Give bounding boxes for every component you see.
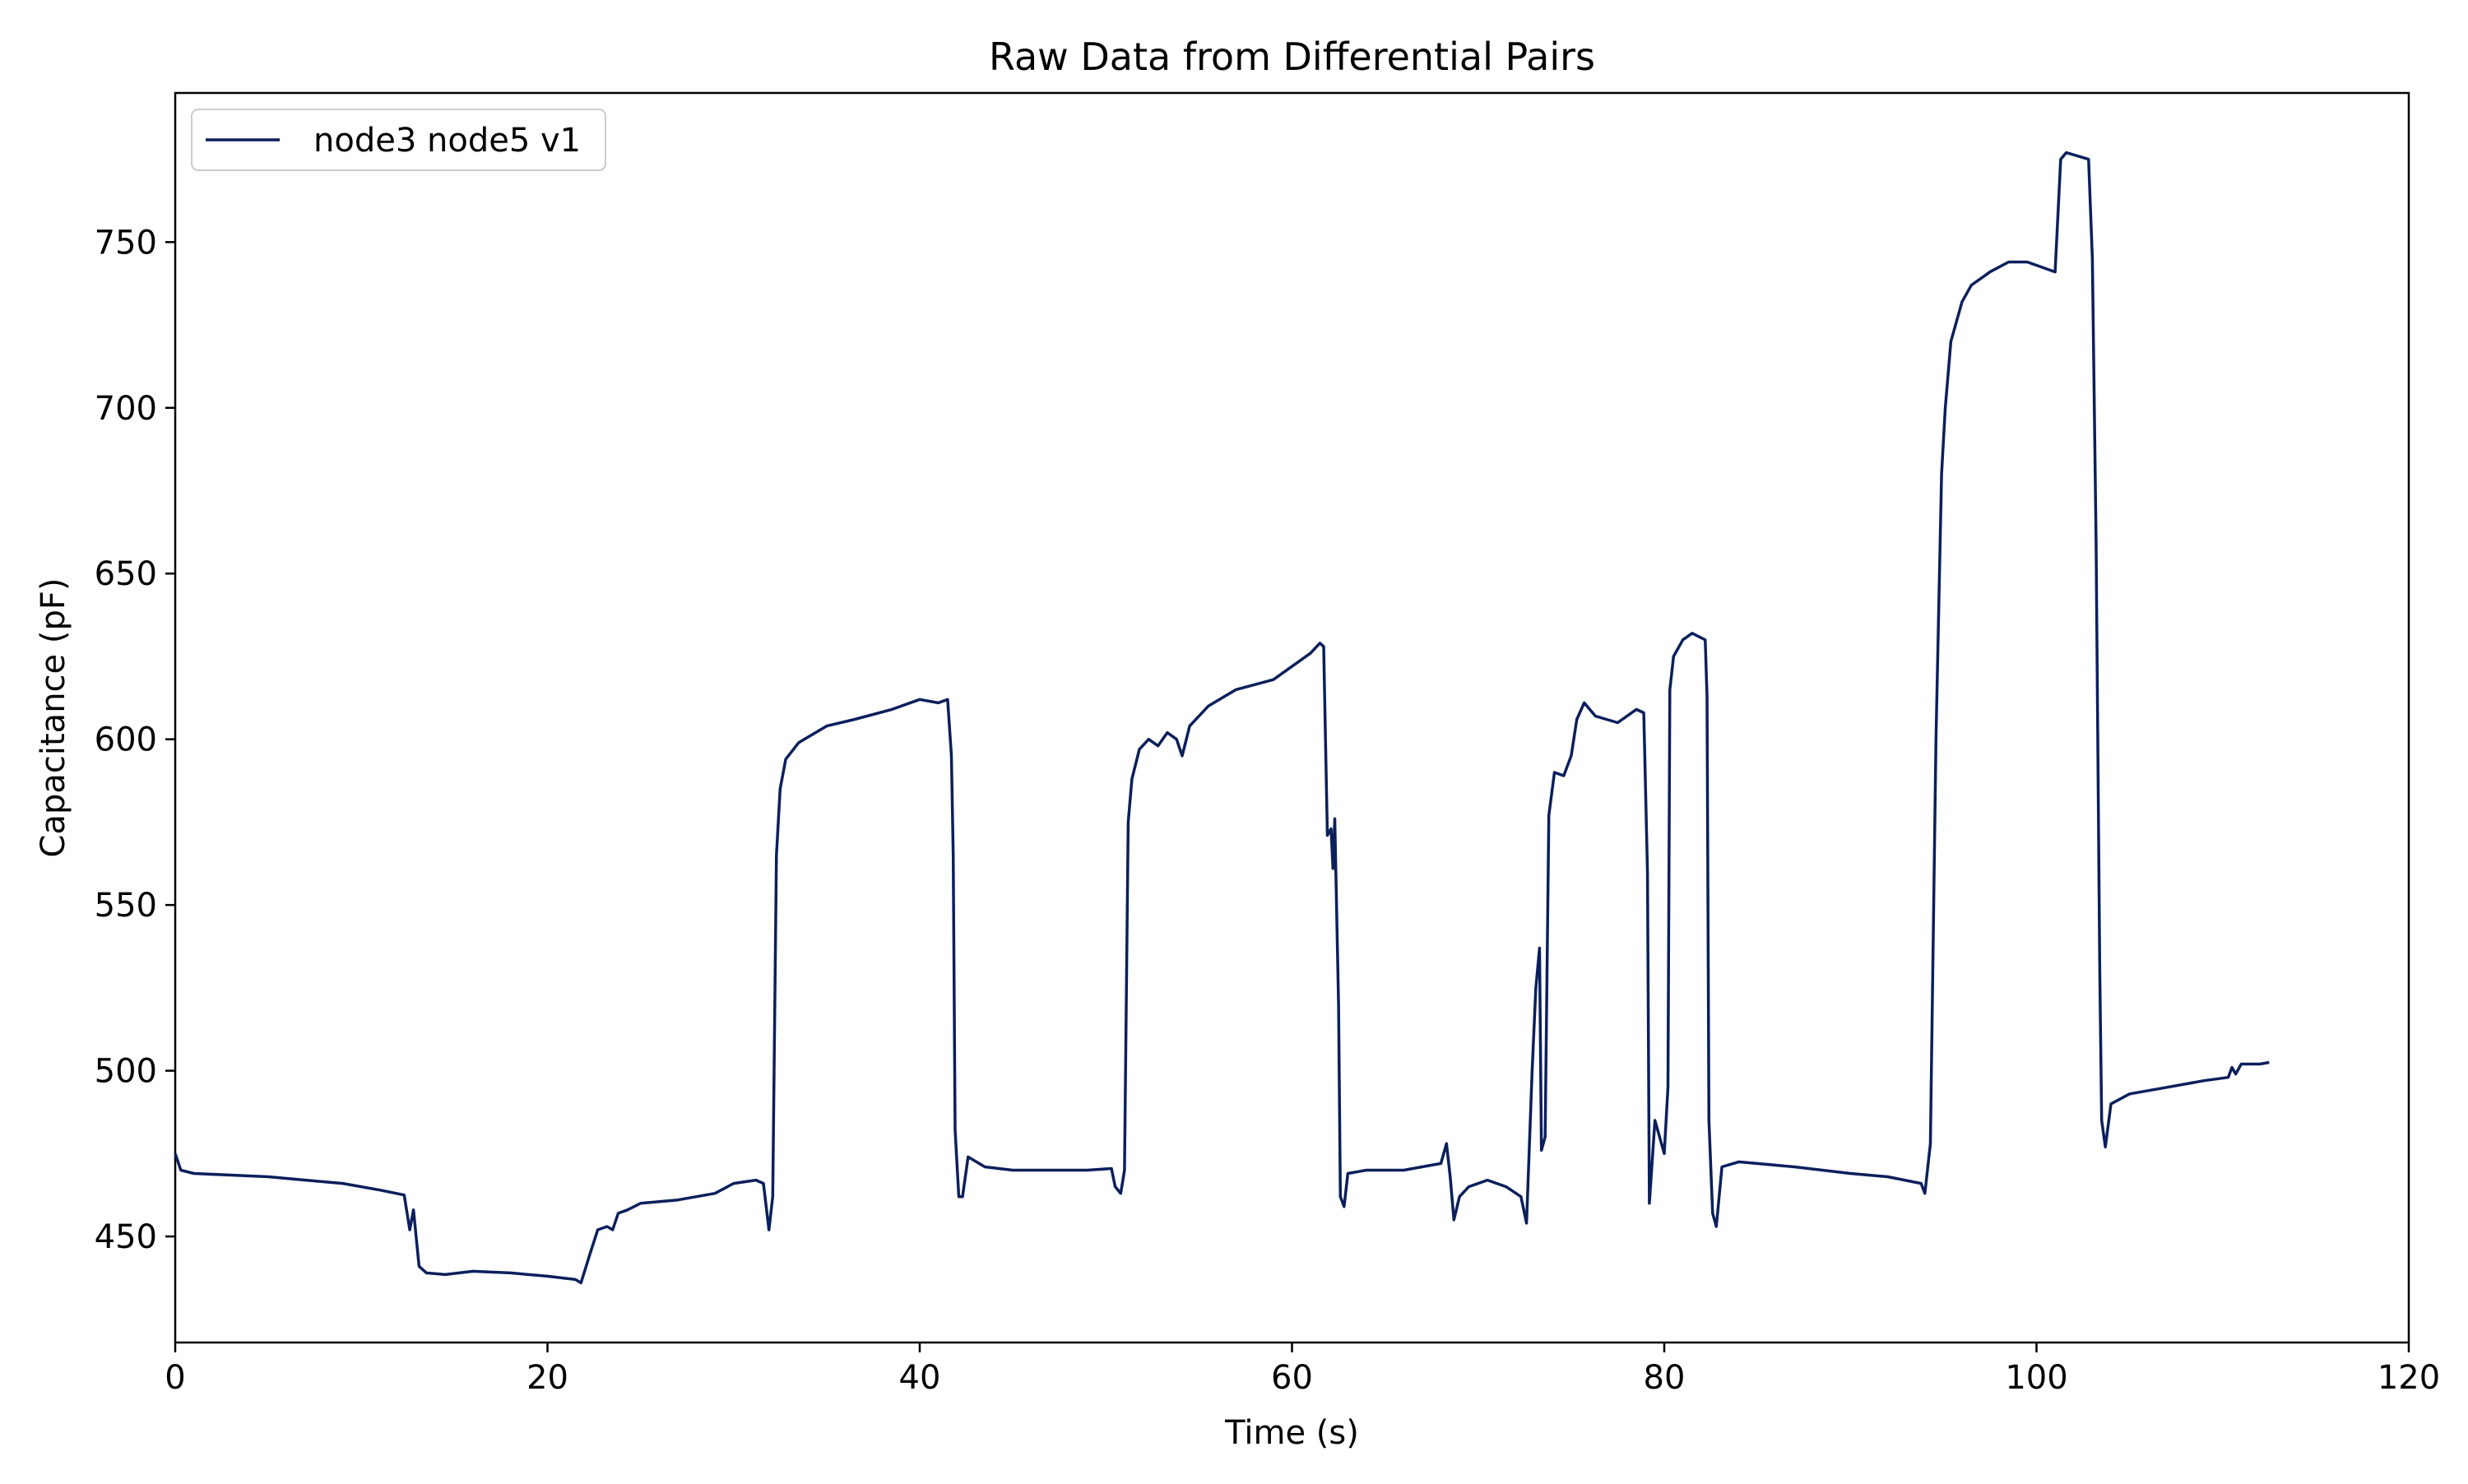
y-tick-label: 700 (95, 390, 157, 428)
legend-box (191, 109, 606, 171)
x-tick-label: 100 (2005, 1359, 2067, 1397)
x-tick-label: 80 (1644, 1359, 1686, 1397)
series-line (174, 151, 2270, 1285)
x-tick-label: 40 (899, 1359, 941, 1397)
y-tick-label: 600 (95, 721, 157, 759)
x-tick-label: 60 (1271, 1359, 1313, 1397)
x-tick-label: 20 (527, 1359, 568, 1397)
legend: node3 node5 v1 (191, 109, 606, 171)
series-layer (174, 151, 2270, 1285)
y-tick-label: 650 (95, 555, 157, 593)
y-tick-label: 550 (95, 887, 157, 925)
x-axis-label: Time (s) (1224, 1414, 1359, 1452)
x-tick-label: 120 (2378, 1359, 2440, 1397)
legend-label: node3 node5 v1 (313, 122, 581, 160)
y-tick-label: 450 (95, 1218, 157, 1256)
x-tick-label: 0 (165, 1359, 185, 1397)
y-axis-ticks: 450 500 550 600 650 700 750 (95, 224, 175, 1256)
y-tick-label: 500 (95, 1053, 157, 1091)
plot-area (174, 91, 2410, 1344)
x-axis-ticks: 0 20 40 60 80 100 120 (165, 1343, 2440, 1397)
chart-title: Raw Data from Differential Pairs (989, 35, 1595, 79)
y-axis-label: Capacitance (pF) (35, 578, 72, 858)
y-tick-label: 750 (95, 224, 157, 262)
